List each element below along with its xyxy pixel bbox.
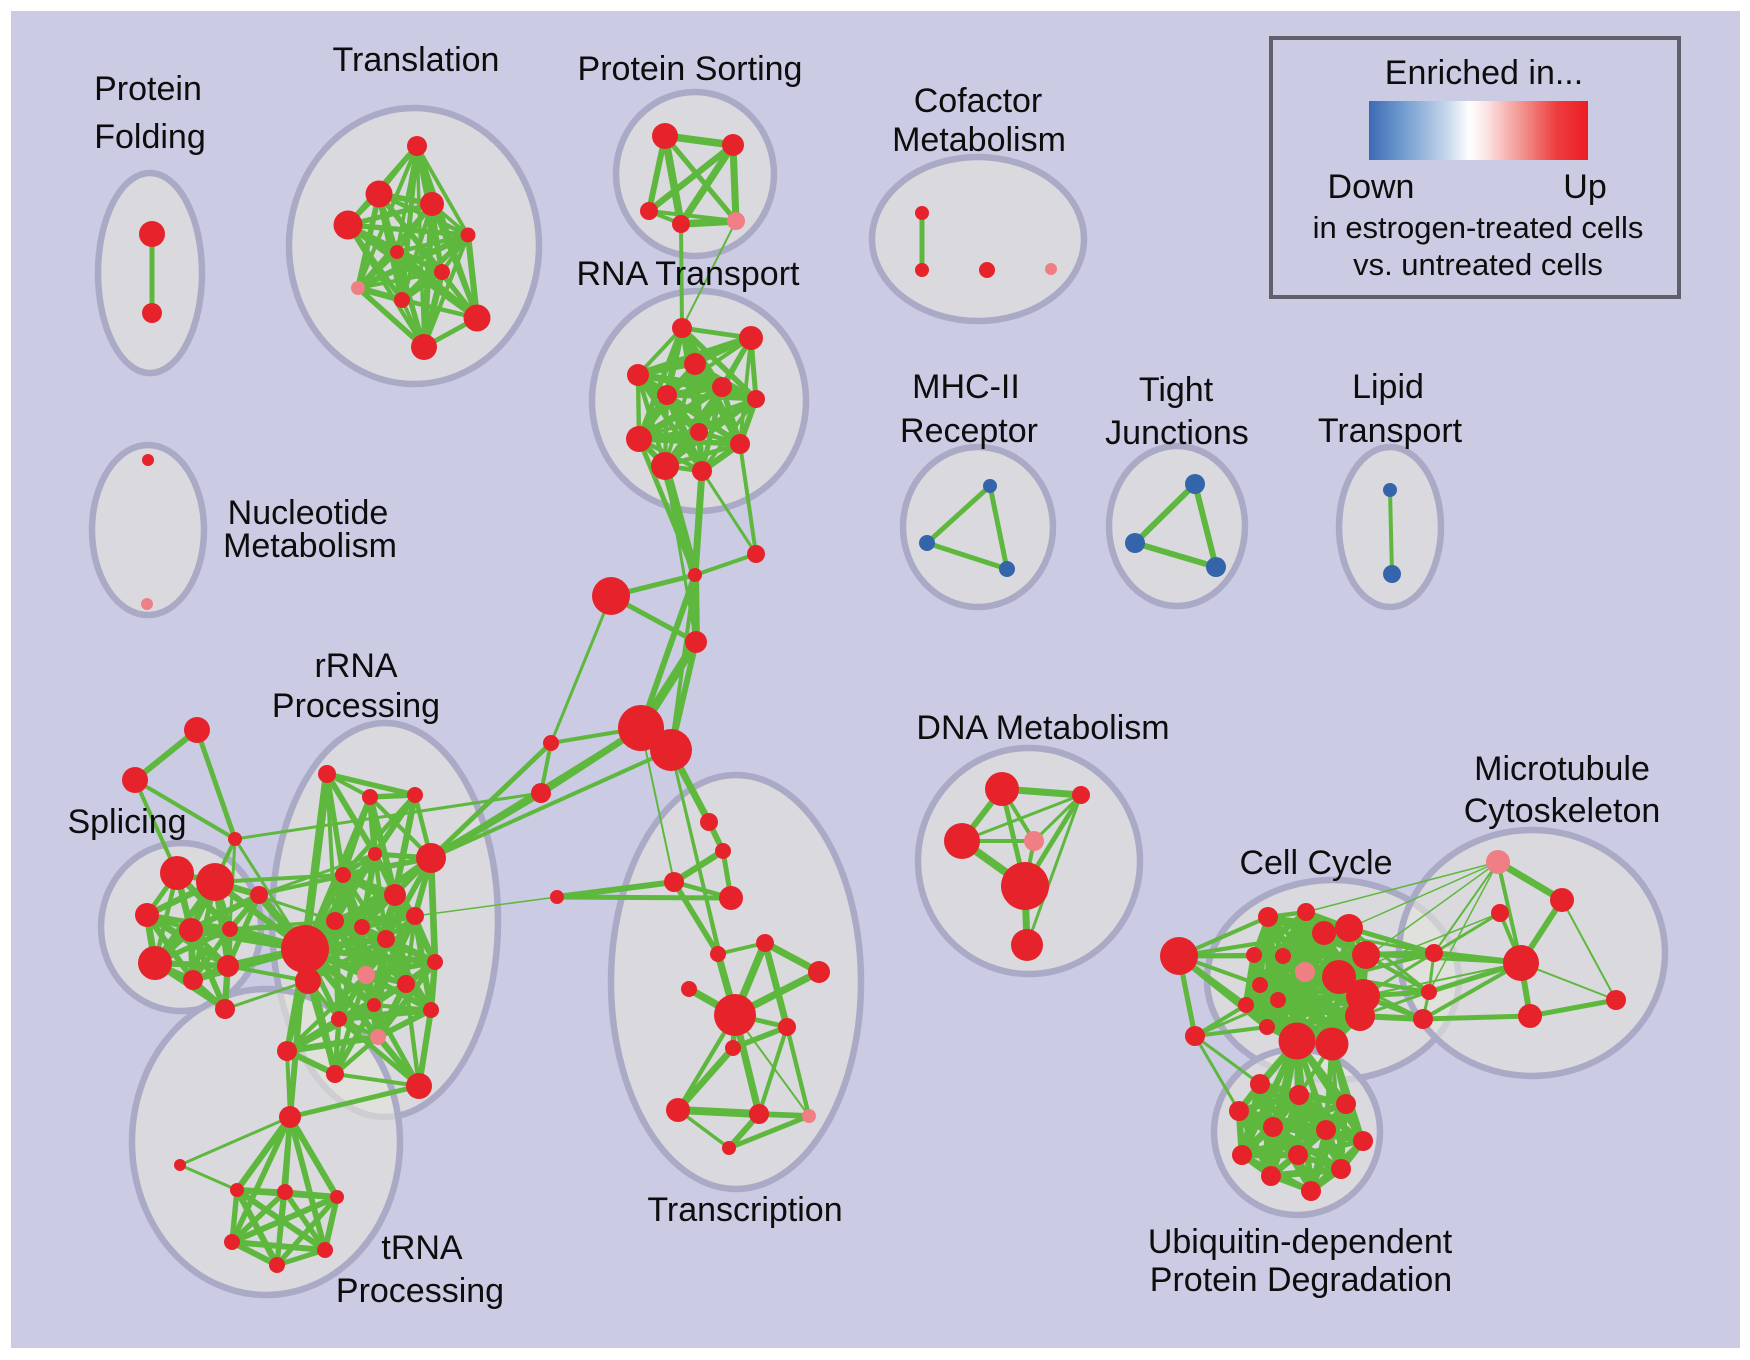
svg-text:Splicing: Splicing <box>67 803 186 841</box>
svg-text:Nucleotide: Nucleotide <box>228 494 389 532</box>
svg-text:Ubiquitin-dependent: Ubiquitin-dependent <box>1148 1223 1453 1261</box>
svg-text:rRNA: rRNA <box>314 647 397 685</box>
svg-text:Down: Down <box>1328 168 1415 206</box>
svg-text:Translation: Translation <box>333 41 500 79</box>
svg-text:Protein Sorting: Protein Sorting <box>578 50 803 88</box>
svg-text:RNA Transport: RNA Transport <box>577 255 801 293</box>
svg-text:DNA Metabolism: DNA Metabolism <box>916 709 1169 747</box>
svg-text:Folding: Folding <box>94 118 206 156</box>
svg-text:Cofactor: Cofactor <box>914 82 1043 120</box>
svg-text:Junctions: Junctions <box>1105 414 1249 452</box>
svg-text:Cytoskeleton: Cytoskeleton <box>1464 792 1661 830</box>
svg-text:tRNA: tRNA <box>381 1229 463 1267</box>
svg-text:vs. untreated cells: vs. untreated cells <box>1353 247 1603 282</box>
svg-text:Protein: Protein <box>94 70 202 108</box>
svg-text:Enriched in...: Enriched in... <box>1385 54 1583 92</box>
svg-text:Processing: Processing <box>272 687 440 725</box>
svg-text:Transcription: Transcription <box>647 1191 842 1229</box>
svg-text:MHC-II: MHC-II <box>912 368 1020 406</box>
svg-text:Processing: Processing <box>336 1272 504 1310</box>
svg-text:Protein Degradation: Protein Degradation <box>1150 1261 1452 1299</box>
svg-text:Lipid: Lipid <box>1352 368 1424 406</box>
svg-text:in estrogen-treated cells: in estrogen-treated cells <box>1313 210 1644 245</box>
svg-text:Metabolism: Metabolism <box>892 121 1066 159</box>
svg-text:Microtubule: Microtubule <box>1474 750 1650 788</box>
svg-text:Tight: Tight <box>1139 371 1214 409</box>
svg-text:Up: Up <box>1563 168 1606 206</box>
svg-text:Receptor: Receptor <box>900 412 1038 450</box>
svg-text:Metabolism: Metabolism <box>223 527 397 565</box>
svg-text:Transport: Transport <box>1318 412 1463 450</box>
svg-text:Cell Cycle: Cell Cycle <box>1239 844 1392 882</box>
